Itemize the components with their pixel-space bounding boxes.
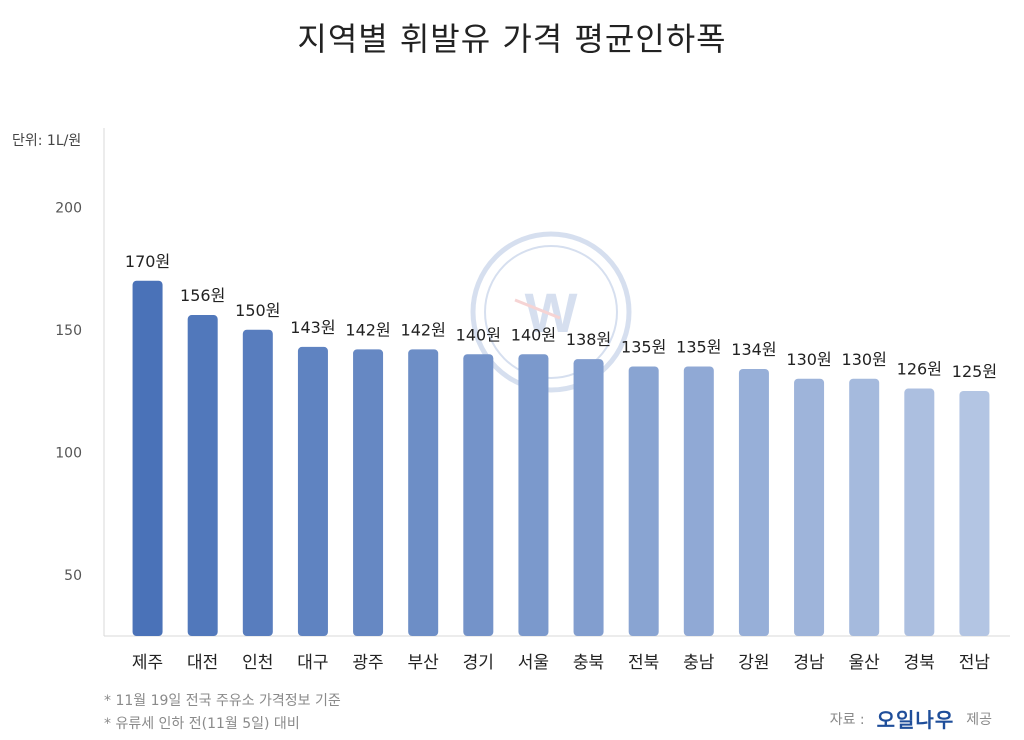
bar [683, 366, 714, 636]
bar [408, 349, 439, 636]
x-tick-label: 경남 [793, 653, 825, 673]
bar [463, 354, 494, 636]
data-label: 135원 [621, 338, 666, 357]
data-label: 140원 [511, 325, 556, 344]
x-tick-label: 제주 [132, 653, 163, 673]
x-tick-label: 경북 [904, 653, 935, 673]
data-label: 170원 [125, 252, 170, 271]
data-label: 140원 [456, 325, 501, 344]
y-tick-label: 100 [55, 445, 82, 461]
chart-title: 지역별 휘발유 가격 평균인하폭 [297, 20, 727, 58]
y-tick-label: 200 [55, 200, 82, 216]
x-tick-label: 울산 [849, 653, 881, 673]
x-tick-label: 강원 [738, 653, 769, 673]
x-tick-label: 서울 [518, 653, 549, 673]
source-credit: 자료 : 오일나우 제공 [830, 704, 992, 733]
data-label: 150원 [235, 301, 280, 320]
x-tick-label: 전남 [959, 653, 991, 673]
x-tick-label: 인천 [242, 653, 273, 673]
bar [849, 378, 880, 636]
bar [297, 346, 328, 636]
data-label: 142원 [345, 320, 390, 339]
data-label: 156원 [180, 286, 225, 305]
x-tick-label: 전북 [628, 653, 659, 673]
source-brand-logo: 오일나우 [876, 708, 955, 732]
x-tick-label: 충남 [683, 653, 715, 673]
data-label: 130원 [842, 350, 887, 369]
bar [132, 280, 163, 636]
data-label: 138원 [566, 330, 611, 349]
footnote: * 유류세 인하 전(11월 5일) 대비 [104, 716, 300, 732]
data-label: 134원 [731, 340, 776, 359]
bar [738, 368, 769, 636]
x-tick-label: 충북 [573, 653, 604, 673]
bar [353, 349, 384, 636]
bar [573, 359, 604, 636]
svg-text:W: W [525, 281, 578, 344]
bar [628, 366, 659, 636]
x-tick-label: 부산 [408, 653, 440, 673]
y-tick-label: 50 [64, 568, 82, 584]
data-label: 135원 [676, 338, 721, 357]
bar [242, 329, 273, 636]
bar [904, 388, 935, 636]
x-tick-label: 광주 [352, 653, 383, 673]
source-suffix: 제공 [966, 711, 992, 728]
bar [794, 378, 825, 636]
data-label: 126원 [897, 360, 942, 379]
data-label: 130원 [786, 350, 831, 369]
source-label: 자료 : [829, 711, 865, 728]
x-tick-label: 대전 [187, 653, 218, 673]
y-axis-unit-label: 단위: 1L/원 [12, 133, 81, 149]
data-label: 142원 [401, 320, 446, 339]
x-tick-label: 대구 [297, 653, 328, 673]
gauge-w-logo-icon: W [470, 231, 632, 393]
bar [187, 315, 218, 636]
bar [518, 354, 549, 636]
data-label: 143원 [290, 318, 335, 337]
footnote: * 11월 19일 전국 주유소 가격정보 기준 [104, 693, 341, 709]
bar [959, 391, 990, 636]
y-tick-label: 150 [55, 323, 82, 339]
x-tick-label: 경기 [463, 653, 494, 673]
data-label: 125원 [952, 362, 997, 381]
